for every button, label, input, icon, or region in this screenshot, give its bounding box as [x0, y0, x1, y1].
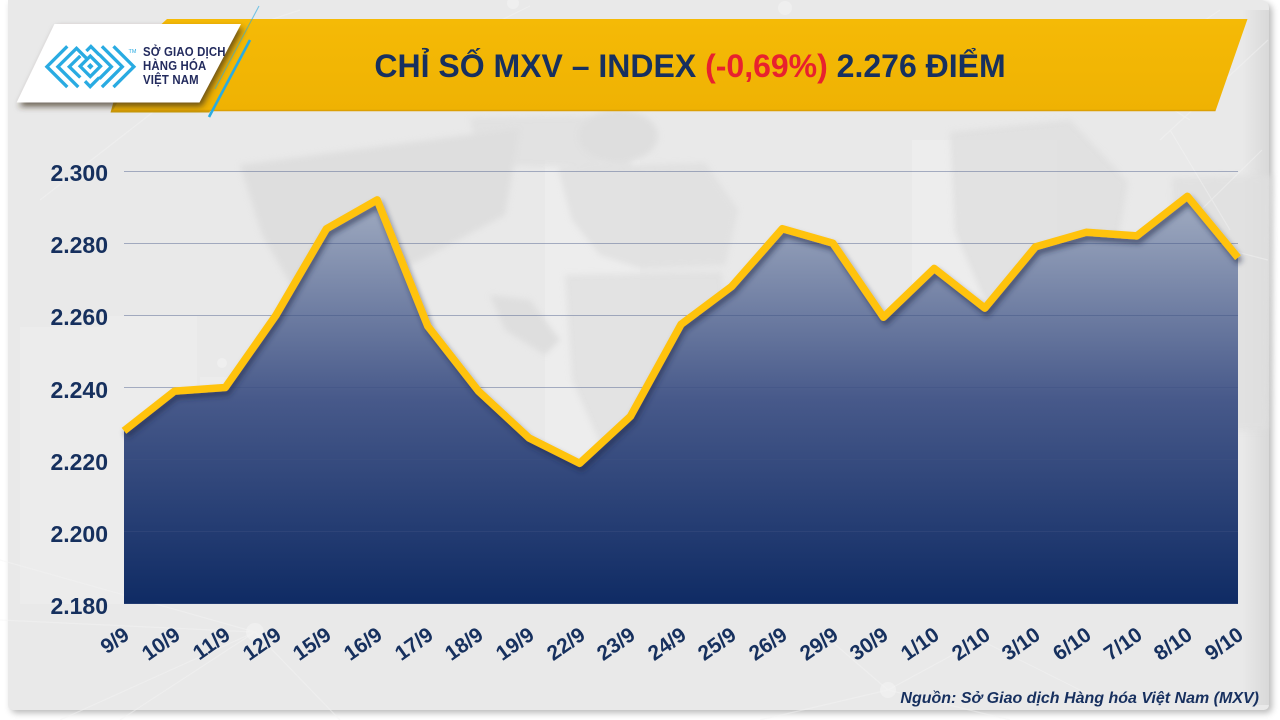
svg-text:TM: TM [129, 49, 137, 55]
